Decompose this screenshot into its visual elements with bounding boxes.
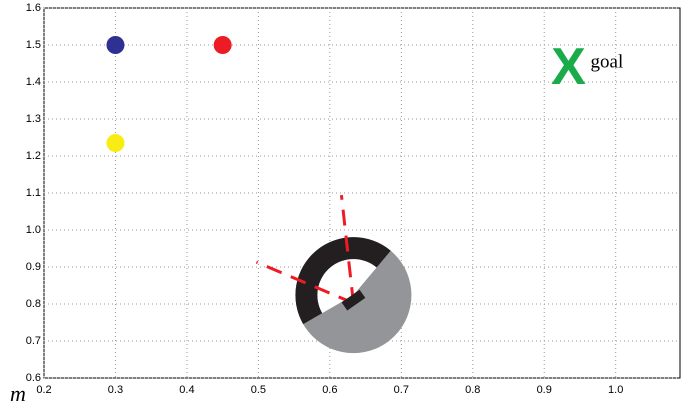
- chart: m 0.2 0.3 0.4 0.5 0.6 0.7 0.8 0.9 1.0 0.6 0.7 0.8 0.…: [0, 0, 690, 405]
- y-tick-label: 1.1: [26, 187, 41, 199]
- x-tick-label: 0.8: [465, 384, 480, 396]
- y-tick-label: 1.5: [26, 39, 41, 51]
- x-tick-label: 0.7: [394, 384, 409, 396]
- y-tick-label: 1.6: [26, 2, 41, 14]
- goal-label: goal: [591, 52, 624, 73]
- y-tick-label: 0.7: [26, 335, 41, 347]
- y-tick-label: 0.9: [26, 261, 41, 273]
- x-axis-label: m: [10, 381, 26, 405]
- x-tick-label: 0.9: [537, 384, 552, 396]
- y-tick-label: 1.3: [26, 113, 41, 125]
- x-tick-label: 0.3: [108, 384, 123, 396]
- goal-marker: X: [551, 38, 586, 96]
- point: [106, 134, 124, 152]
- x-tick-label: 0.5: [251, 384, 266, 396]
- point: [106, 36, 124, 54]
- y-tick-label: 0.8: [26, 298, 41, 310]
- x-tick-label: 1.0: [608, 384, 623, 396]
- y-tick-label: 1.4: [26, 76, 41, 88]
- x-tick-label: 0.2: [36, 384, 51, 396]
- y-tick-label: 1.0: [26, 224, 41, 236]
- page: m 0.2 0.3 0.4 0.5 0.6 0.7 0.8 0.9 1.0 0.6 0.7 0.8 0.…: [0, 0, 690, 410]
- y-tick-label: 0.6: [26, 372, 41, 384]
- x-tick-label: 0.6: [322, 384, 337, 396]
- y-tick-label: 1.2: [26, 150, 41, 162]
- x-tick-label: 0.4: [179, 384, 194, 396]
- point: [214, 36, 232, 54]
